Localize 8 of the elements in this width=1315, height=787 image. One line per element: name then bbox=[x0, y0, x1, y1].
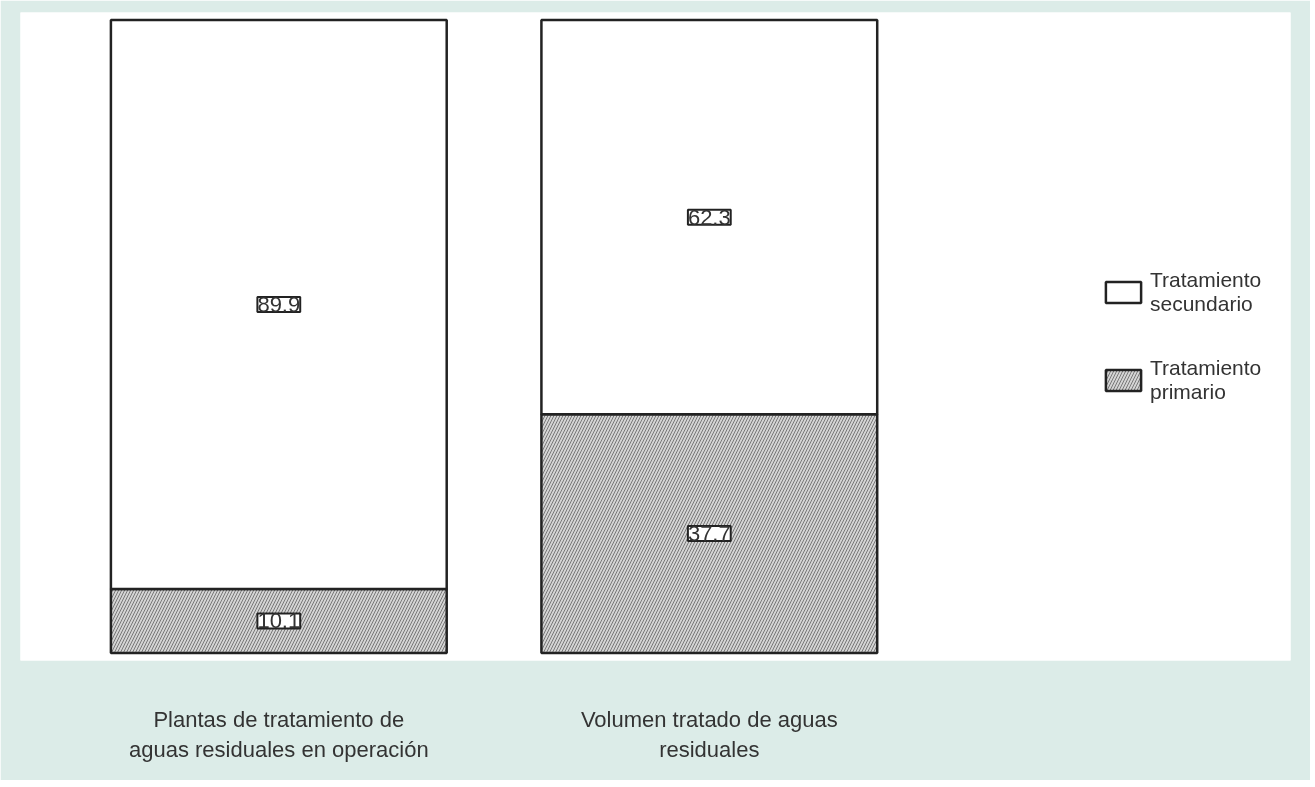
data-label: 10.1 bbox=[257, 608, 301, 634]
x-tick-label: Volumen tratado de aguas residuales bbox=[580, 706, 838, 762]
data-label: 37.7 bbox=[687, 521, 731, 547]
x-tick-label: Plantas de tratamiento de aguas residuales en operación bbox=[128, 706, 429, 762]
data-label: 62.3 bbox=[687, 204, 731, 230]
legend-label: Tratamiento secundario bbox=[1150, 268, 1263, 316]
data-label: 89.9 bbox=[257, 292, 301, 318]
legend-label: Tratamiento primario bbox=[1150, 356, 1263, 404]
